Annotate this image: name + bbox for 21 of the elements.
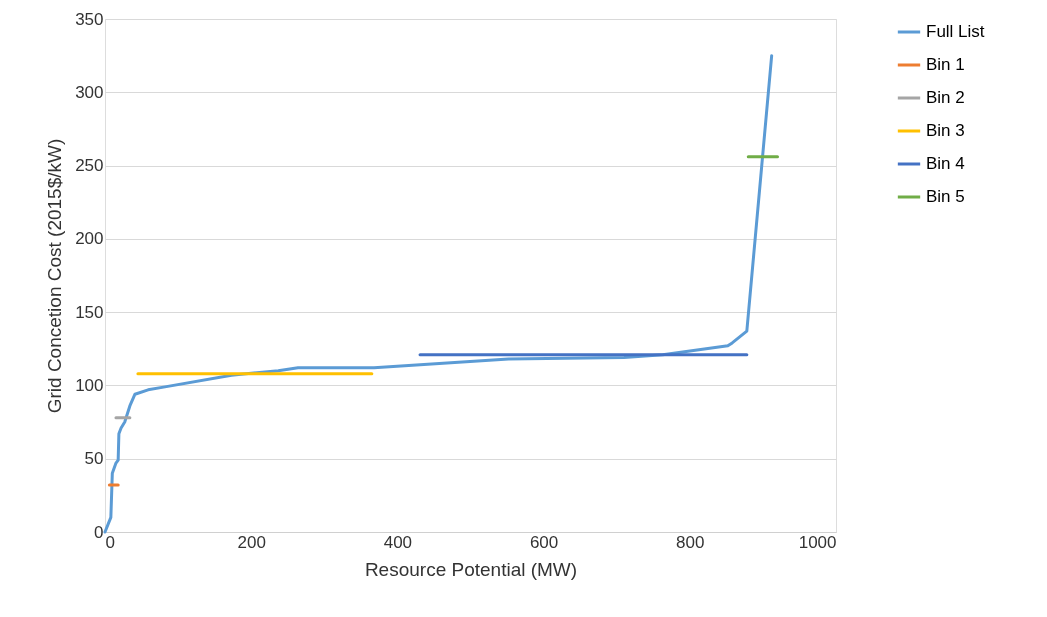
x-tick-label: 1000 (798, 532, 837, 552)
x-tick-label: 600 (529, 532, 559, 552)
y-tick-label: 100 (75, 375, 104, 395)
y-tick-label: 50 (84, 449, 104, 469)
legend-label: Bin 5 (926, 187, 965, 206)
legend-label: Bin 3 (926, 121, 965, 140)
y-tick-label: 200 (75, 229, 104, 249)
y-tick-label: 350 (75, 9, 104, 29)
legend-label: Full List (926, 22, 985, 41)
x-tick-label: 200 (237, 532, 266, 552)
legend-label: Bin 4 (926, 154, 965, 173)
legend-label: Bin 1 (926, 55, 965, 74)
x-axis-title: Resource Potential (MW) (364, 558, 578, 580)
y-tick-label: 300 (75, 82, 104, 102)
x-tick-label: 800 (676, 532, 705, 552)
y-tick-label: 150 (75, 302, 104, 322)
legend-label: Bin 2 (926, 88, 965, 107)
y-axis-title: Grid Concetion Cost (2015$/kW) (44, 138, 66, 414)
y-tick-label: 250 (75, 156, 104, 176)
line-series (103, 54, 774, 534)
x-tick-label: 400 (383, 532, 413, 552)
